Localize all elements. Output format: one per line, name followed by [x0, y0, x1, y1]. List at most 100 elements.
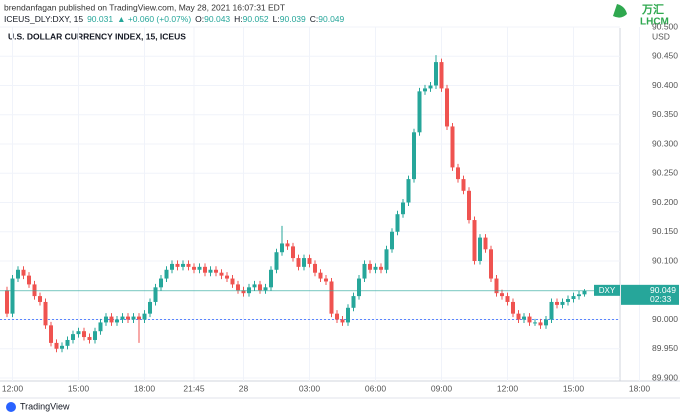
- candle-body: [54, 342, 59, 349]
- candle-body: [153, 287, 158, 302]
- x-tick-label: 15:00: [68, 383, 90, 393]
- candle-body: [335, 313, 339, 320]
- candle-body: [346, 307, 350, 323]
- ohlc-value: 90.043: [204, 14, 230, 24]
- candle-body: [549, 301, 554, 320]
- x-tick-label: 28: [239, 383, 249, 393]
- chart-title: U.S. DOLLAR CURRENCY INDEX, 15, ICEUS: [8, 31, 186, 41]
- candle-body: [582, 290, 587, 295]
- candle-body: [258, 284, 262, 291]
- candle-body: [5, 290, 9, 314]
- x-tick-label: 03:00: [299, 383, 321, 393]
- candle-body: [538, 322, 543, 326]
- candle-body: [379, 266, 383, 270]
- y-tick-label: 90.000: [652, 314, 678, 324]
- candle-body: [450, 126, 455, 168]
- candle-body: [192, 266, 196, 270]
- candle-body: [241, 290, 246, 294]
- footer-brand: TradingView: [20, 401, 70, 411]
- x-tick-label: 12:00: [497, 383, 519, 393]
- x-tick-label: 06:00: [365, 383, 387, 393]
- candle-body: [225, 275, 229, 279]
- y-tick-label: 90.300: [652, 138, 678, 148]
- candle-body: [489, 249, 493, 279]
- logo-leaf: [613, 4, 627, 18]
- ohlc-value: 90.049: [318, 14, 344, 24]
- candle-body: [280, 243, 284, 253]
- last-price-tag: [621, 284, 679, 305]
- ohlc-label: H:: [234, 14, 243, 24]
- candle-body: [76, 331, 81, 335]
- candle-body: [417, 91, 422, 133]
- candle-body: [148, 301, 152, 314]
- symbol: ICEUS_DLY:DXY, 15: [4, 14, 83, 24]
- candle-body: [109, 316, 114, 323]
- candle-body: [324, 278, 328, 282]
- candle-body: [555, 301, 559, 305]
- y-tick-label: 90.450: [652, 51, 678, 61]
- currency-label: USD: [652, 31, 670, 41]
- candle-body: [274, 252, 279, 270]
- y-tick-label: 90.100: [652, 255, 678, 265]
- candle-body: [208, 269, 213, 273]
- y-tick-label: 90.150: [652, 226, 678, 236]
- candle-body: [428, 85, 433, 89]
- candle-body: [516, 313, 521, 320]
- candle-body: [247, 287, 251, 294]
- y-tick-label: 89.950: [652, 343, 678, 353]
- last-price-label: 90.049: [650, 285, 676, 295]
- candle-body: [252, 284, 257, 288]
- ohlc-value: 90.039: [280, 14, 306, 24]
- candle-body: [159, 278, 163, 288]
- candle-body: [401, 202, 405, 215]
- candle-body: [445, 88, 449, 127]
- candle-body: [16, 269, 20, 279]
- candle-body: [214, 269, 218, 273]
- candle-body: [98, 322, 103, 332]
- candle-body: [137, 316, 141, 320]
- candle-body: [533, 322, 537, 324]
- logo: 万汇 LHCM: [613, 3, 669, 28]
- ohlc-label: C:: [310, 14, 319, 24]
- candle-body: [313, 263, 317, 273]
- y-tick-label: 89.900: [652, 372, 678, 382]
- candle-body: [43, 301, 48, 326]
- candle-body: [461, 179, 466, 191]
- candle-body: [170, 263, 174, 270]
- candle-body: [49, 325, 53, 343]
- candle-body: [577, 294, 581, 297]
- candle-body: [340, 319, 345, 323]
- candle-body: [230, 278, 235, 285]
- candle-body: [82, 331, 86, 338]
- candle-body: [467, 190, 471, 221]
- candle-body: [32, 284, 37, 297]
- candle-body: [10, 278, 15, 314]
- candle-body: [571, 296, 576, 300]
- candle-body: [423, 88, 427, 92]
- candle-body: [318, 272, 323, 279]
- footer-logo: [6, 402, 16, 412]
- x-tick-label: 09:00: [431, 383, 453, 393]
- x-tick-label: 12:00: [2, 383, 24, 393]
- candle-body: [478, 237, 482, 261]
- candle-body: [219, 272, 224, 276]
- candle-body: [483, 237, 488, 250]
- ohlc-value: 90.052: [243, 14, 269, 24]
- candle-body: [368, 263, 372, 270]
- publisher-line: brendanfagan published on TradingView.co…: [4, 2, 285, 12]
- candle-body: [164, 269, 169, 279]
- candle-body: [406, 179, 411, 203]
- candle-body: [527, 316, 532, 323]
- candle-body: [373, 266, 378, 270]
- candle-body: [269, 269, 273, 288]
- last-value: 90.031: [87, 14, 113, 24]
- candle-body: [494, 278, 499, 294]
- candle-body: [412, 132, 416, 180]
- candle-body: [71, 334, 75, 340]
- candle-body: [65, 339, 70, 346]
- y-tick-label: 90.200: [652, 197, 678, 207]
- candle-body: [21, 269, 26, 276]
- candle-body: [203, 266, 207, 273]
- candle-body: [296, 258, 301, 267]
